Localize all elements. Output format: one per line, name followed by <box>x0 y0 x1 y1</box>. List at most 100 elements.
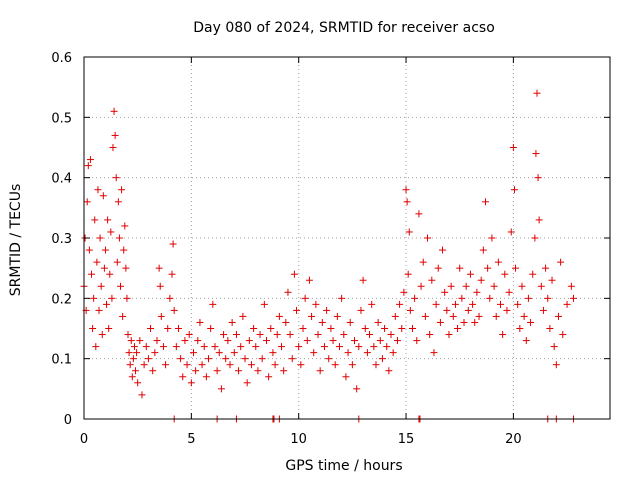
data-point <box>520 312 528 320</box>
data-point <box>464 306 472 314</box>
data-point <box>512 264 520 272</box>
data-point <box>542 264 550 272</box>
data-point <box>393 337 401 345</box>
axes: 0 0.1 0.2 0.3 0.4 0.5 0.6 0 5 10 15 20 <box>51 51 611 447</box>
data-point <box>151 349 159 357</box>
y-tick-label: 0.3 <box>51 232 72 247</box>
data-point <box>99 192 107 200</box>
data-point <box>179 373 187 381</box>
data-point <box>93 258 101 266</box>
data-point <box>335 343 343 351</box>
data-point <box>428 276 436 284</box>
data-point <box>97 282 105 290</box>
data-point <box>118 186 126 194</box>
data-point <box>301 294 309 302</box>
data-point <box>374 318 382 326</box>
data-point <box>417 282 425 290</box>
data-point <box>544 294 552 302</box>
data-point <box>563 300 571 308</box>
data-point <box>550 343 558 351</box>
data-point <box>103 300 111 308</box>
data-point <box>387 331 395 339</box>
data-point <box>376 337 384 345</box>
data-point <box>196 318 204 326</box>
data-point <box>239 312 247 320</box>
data-point <box>351 337 359 345</box>
data-point <box>243 379 251 387</box>
data-point <box>378 355 386 363</box>
data-point <box>133 349 141 357</box>
data-point <box>91 216 99 224</box>
data-point <box>162 361 170 369</box>
data-point <box>116 282 124 290</box>
data-point <box>284 288 292 296</box>
data-point <box>552 361 560 369</box>
data-point <box>454 325 462 332</box>
data-point <box>112 174 120 182</box>
data-point <box>170 306 178 314</box>
data-point <box>381 325 389 332</box>
data-point <box>172 343 180 351</box>
data-point <box>460 318 468 326</box>
data-point <box>554 312 562 320</box>
data-point <box>213 367 221 375</box>
data-point <box>222 355 230 363</box>
data-point <box>522 337 530 345</box>
data-point <box>441 288 449 296</box>
data-point <box>156 282 164 290</box>
data-point <box>106 270 114 278</box>
data-point <box>494 258 502 266</box>
data-point <box>318 318 326 326</box>
data-point <box>510 186 518 194</box>
data-point <box>359 276 367 284</box>
x-tick-label: 20 <box>505 432 522 447</box>
data-point <box>169 240 177 248</box>
data-point <box>147 325 155 332</box>
data-point <box>363 349 371 357</box>
data-point <box>389 349 397 357</box>
data-point <box>220 331 228 339</box>
data-point <box>411 294 419 302</box>
x-tick-label: 10 <box>290 432 307 447</box>
data-point <box>122 264 130 272</box>
data-point <box>100 264 108 272</box>
data-point <box>329 337 337 345</box>
data-point <box>527 318 535 326</box>
data-point <box>293 306 301 314</box>
data-point <box>164 325 172 332</box>
data-point <box>241 355 249 363</box>
data-point <box>514 300 522 308</box>
data-point <box>92 343 100 351</box>
data-point <box>557 258 565 266</box>
chart-title: Day 080 of 2024, SRMTID for receiver acs… <box>193 20 495 36</box>
data-point <box>503 306 511 314</box>
data-point <box>449 312 457 320</box>
data-point <box>475 312 483 320</box>
y-tick-label: 0.5 <box>51 111 72 126</box>
data-point <box>144 355 152 363</box>
y-axis-label: SRMTID / TECUs <box>8 184 24 297</box>
data-point <box>559 331 567 339</box>
data-point <box>254 367 262 375</box>
data-point <box>174 325 182 332</box>
data-point <box>262 337 270 345</box>
data-point <box>537 282 545 290</box>
data-point <box>434 264 442 272</box>
data-point <box>430 349 438 357</box>
data-point <box>142 343 150 351</box>
data-point <box>111 131 119 139</box>
data-point <box>132 367 140 375</box>
data-point <box>534 174 542 182</box>
data-point <box>462 282 470 290</box>
data-point <box>194 337 202 345</box>
x-axis-label: GPS time / hours <box>285 458 402 474</box>
data-point <box>497 300 505 308</box>
data-point <box>432 300 440 308</box>
y-tick-label: 0.1 <box>51 353 72 368</box>
data-point <box>280 367 288 375</box>
data-point <box>211 343 219 351</box>
data-point <box>269 349 277 357</box>
data-point <box>413 337 421 345</box>
data-point <box>108 294 116 302</box>
data-point <box>532 150 540 158</box>
